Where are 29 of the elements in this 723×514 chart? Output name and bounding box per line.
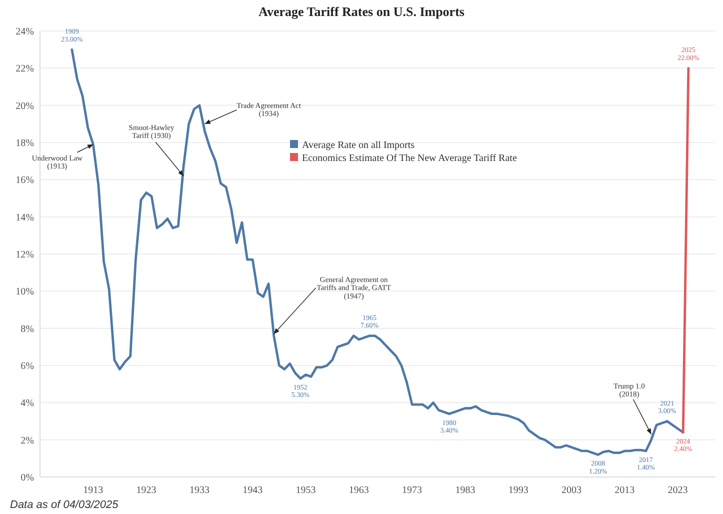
y-tick-label: 4% bbox=[20, 398, 34, 410]
y-tick-label: 18% bbox=[16, 138, 34, 149]
x-tick-label: 1963 bbox=[348, 485, 369, 496]
x-tick-label: 2013 bbox=[614, 485, 635, 496]
y-tick-label: 2% bbox=[20, 435, 34, 446]
x-tick-label: 1943 bbox=[242, 485, 263, 496]
x-tick-label: 1933 bbox=[189, 485, 210, 496]
y-tick-label: 22% bbox=[16, 64, 34, 75]
y-tick-label: 12% bbox=[16, 250, 34, 260]
x-tick-label: 1973 bbox=[402, 485, 422, 496]
x-tick-label: 1953 bbox=[296, 485, 316, 496]
x-tick-label: 1983 bbox=[455, 485, 476, 496]
y-tick-label: 8% bbox=[20, 324, 34, 335]
y-tick-label: 14% bbox=[16, 212, 34, 224]
y-tick-label: 24% bbox=[16, 26, 34, 38]
y-tick-label: 10% bbox=[16, 286, 34, 298]
x-tick-label: 1913 bbox=[83, 485, 104, 496]
y-tick-label: 0% bbox=[20, 472, 34, 484]
x-tick-label: 1993 bbox=[508, 485, 528, 496]
y-tick-label: 16% bbox=[16, 175, 34, 186]
chart-title: Average Tariff Rates on U.S. Imports bbox=[258, 4, 464, 19]
y-tick-label: 20% bbox=[16, 100, 34, 112]
text: Data as of 04/03/2025 bbox=[10, 499, 120, 511]
legend-label: Average Rate on all Imports bbox=[302, 140, 415, 151]
y-tick-label: 6% bbox=[20, 361, 34, 372]
legend-label: Economics Estimate Of The New Average Tariff Rate bbox=[302, 153, 518, 164]
x-tick-label: 2023 bbox=[668, 485, 688, 496]
x-tick-label: 1923 bbox=[136, 485, 156, 496]
x-tick-label: 2003 bbox=[561, 485, 582, 496]
